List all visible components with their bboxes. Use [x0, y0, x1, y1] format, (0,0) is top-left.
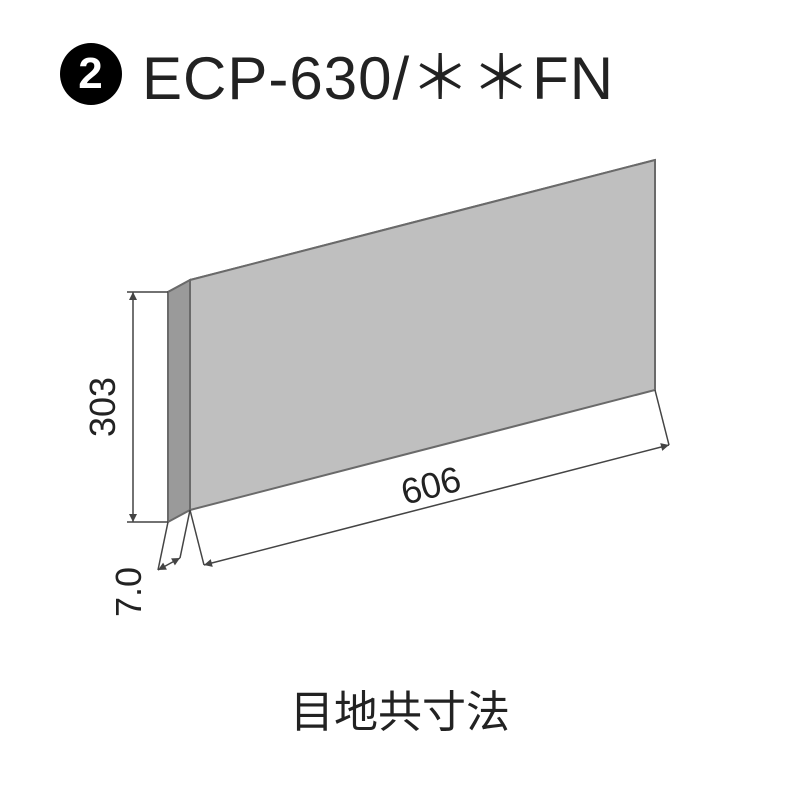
svg-text:7.0: 7.0 [108, 567, 149, 617]
page: 2 ECP-630/＊＊FN 303 606 7.0 目地共寸法 [0, 0, 800, 800]
diagram-caption: 目地共寸法 [0, 676, 800, 740]
item-number-badge: 2 [60, 43, 122, 105]
item-number: 2 [78, 49, 103, 99]
product-code: ECP-630/＊＊FN [142, 30, 614, 117]
svg-text:303: 303 [82, 377, 123, 437]
svg-text:606: 606 [397, 458, 465, 513]
panel-isometric-svg: 303 606 7.0 [60, 130, 740, 650]
dimension-diagram: 303 606 7.0 [60, 130, 740, 650]
header: 2 ECP-630/＊＊FN [60, 30, 614, 117]
